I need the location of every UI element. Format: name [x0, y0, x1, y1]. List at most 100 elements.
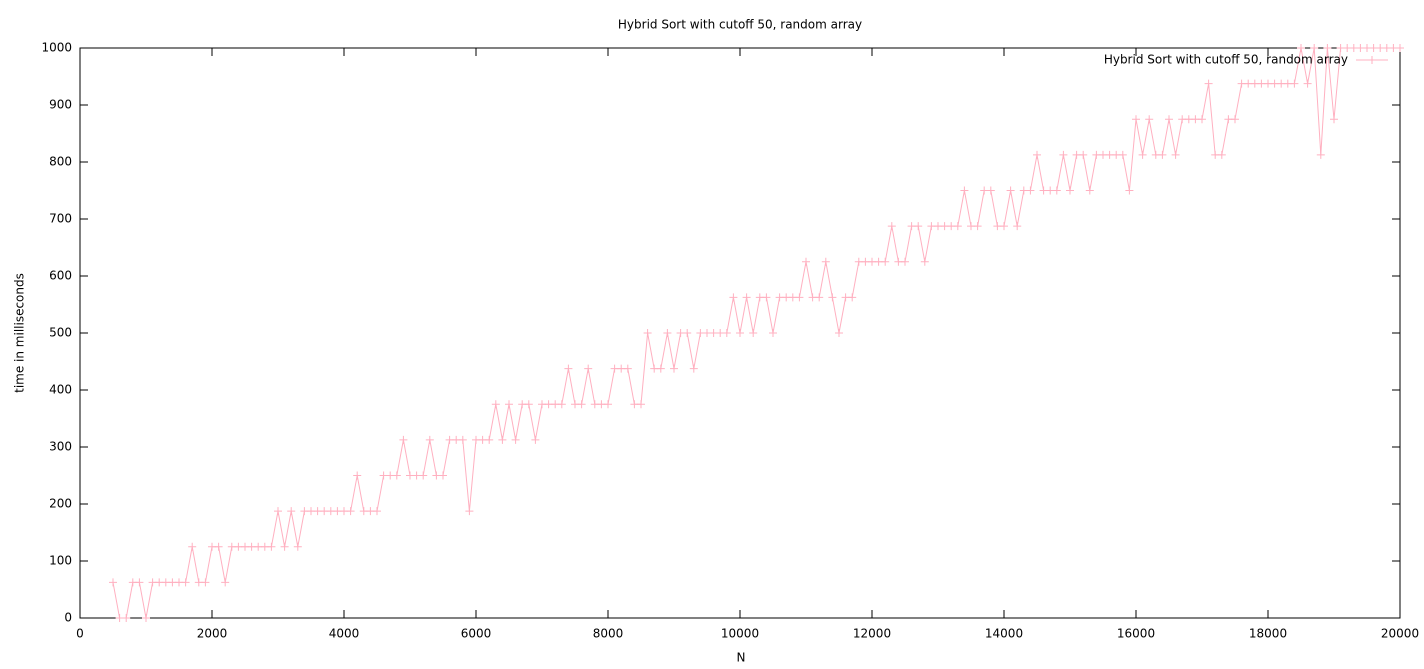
point-marker: [564, 364, 573, 373]
point-marker: [135, 578, 144, 587]
point-marker: [1231, 115, 1239, 124]
point-marker: [742, 293, 751, 302]
point-marker: [1085, 186, 1094, 195]
point-marker: [392, 471, 401, 480]
point-marker: [953, 222, 962, 231]
point-marker: [1204, 79, 1213, 88]
point-marker: [1132, 115, 1140, 124]
point-marker: [901, 257, 909, 266]
y-axis-label: time in milliseconds: [13, 273, 27, 393]
point-marker: [1059, 150, 1068, 159]
y-tick-label: 700: [49, 212, 72, 226]
y-tick-label: 200: [49, 497, 72, 511]
point-marker: [835, 329, 843, 337]
x-tick-label: 12000: [853, 627, 891, 641]
point-marker: [399, 435, 408, 444]
point-marker: [142, 614, 150, 622]
point-marker: [986, 186, 995, 195]
point-marker: [1145, 115, 1154, 124]
chart-title: Hybrid Sort with cutoff 50, random array: [618, 18, 862, 32]
point-marker: [439, 471, 447, 480]
point-marker: [214, 542, 223, 551]
x-tick-label: 18000: [1249, 627, 1287, 641]
point-marker: [346, 507, 355, 516]
point-marker: [425, 435, 434, 444]
point-marker: [689, 364, 698, 373]
point-marker: [274, 507, 282, 516]
point-marker: [729, 293, 738, 302]
x-tick-label: 6000: [461, 627, 492, 641]
y-tick-label: 1000: [41, 41, 72, 55]
legend-marker: [1368, 56, 1376, 64]
point-marker: [821, 257, 830, 266]
point-marker: [353, 471, 362, 480]
point-marker: [1323, 44, 1332, 52]
point-marker: [1297, 44, 1305, 52]
point-marker: [762, 293, 771, 302]
y-tick-label: 900: [49, 98, 72, 112]
point-marker: [373, 507, 381, 516]
point-marker: [524, 400, 533, 409]
point-marker: [656, 364, 665, 373]
point-marker: [815, 293, 824, 302]
point-marker: [683, 329, 692, 337]
point-marker: [109, 578, 117, 587]
point-marker: [498, 435, 507, 444]
point-marker: [557, 400, 566, 409]
point-marker: [1290, 79, 1299, 88]
x-tick-label: 16000: [1117, 627, 1155, 641]
point-marker: [637, 400, 645, 409]
point-marker: [511, 435, 520, 444]
point-marker: [188, 542, 197, 551]
point-marker: [1198, 115, 1206, 124]
point-marker: [1396, 44, 1404, 52]
x-tick-label: 10000: [721, 627, 759, 641]
y-tick-label: 400: [49, 383, 72, 397]
point-marker: [1125, 186, 1134, 195]
point-marker: [293, 542, 302, 551]
y-tick-label: 800: [49, 155, 72, 169]
point-marker: [769, 329, 777, 337]
x-tick-label: 2000: [197, 627, 228, 641]
point-marker: [1033, 150, 1041, 159]
point-marker: [287, 507, 296, 516]
point-marker: [1316, 150, 1325, 159]
point-marker: [181, 578, 190, 587]
point-marker: [458, 435, 467, 444]
point-marker: [643, 329, 652, 337]
point-marker: [623, 364, 632, 373]
x-tick-label: 14000: [985, 627, 1023, 641]
point-marker: [1158, 150, 1167, 159]
point-marker: [736, 329, 744, 337]
point-marker: [1066, 186, 1074, 195]
point-marker: [960, 186, 969, 195]
x-tick-label: 0: [76, 627, 84, 641]
point-marker: [221, 578, 230, 587]
point-marker: [887, 222, 896, 231]
x-tick-label: 20000: [1381, 627, 1419, 641]
x-axis-label: N: [737, 651, 746, 665]
point-marker: [267, 542, 276, 551]
y-tick-label: 500: [49, 326, 72, 340]
point-marker: [577, 400, 586, 409]
point-marker: [1013, 222, 1022, 231]
point-marker: [920, 257, 929, 266]
point-marker: [802, 257, 810, 266]
point-marker: [1217, 150, 1226, 159]
point-marker: [1310, 44, 1319, 52]
point-marker: [795, 293, 804, 302]
point-marker: [881, 257, 890, 266]
y-tick-label: 600: [49, 269, 72, 283]
y-tick-label: 300: [49, 440, 72, 454]
point-marker: [1118, 150, 1127, 159]
point-marker: [1006, 186, 1015, 195]
point-marker: [1079, 150, 1088, 159]
point-marker: [914, 222, 923, 231]
point-marker: [122, 614, 131, 622]
point-marker: [1171, 150, 1180, 159]
y-tick-label: 0: [64, 611, 72, 625]
point-marker: [1026, 186, 1035, 195]
point-marker: [419, 471, 428, 480]
point-marker: [663, 329, 672, 337]
point-marker: [1052, 186, 1061, 195]
